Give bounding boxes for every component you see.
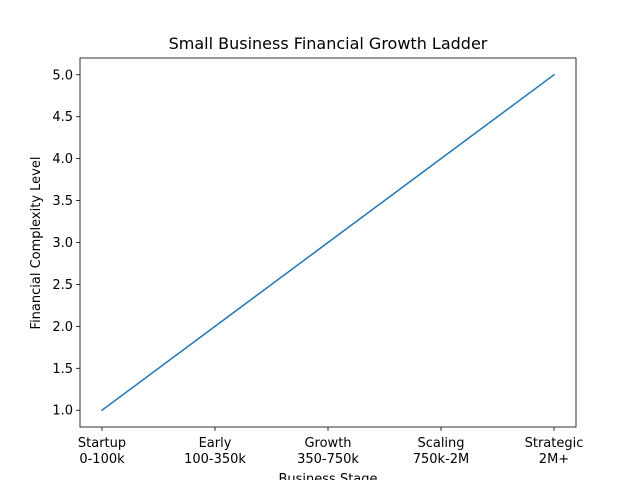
x-tick-label-line: 100-350k <box>184 452 246 467</box>
x-tick-label-line: Startup <box>78 436 126 451</box>
y-tick-label: 4.0 <box>52 152 73 167</box>
x-tick-label: Scaling 750k-2M <box>413 436 470 467</box>
y-tick-label: 5.0 <box>52 68 73 83</box>
x-tick-label-line: Early <box>199 436 232 451</box>
x-axis: Startup 0-100k Early 100-350k Growth 350-750k… <box>78 427 584 467</box>
x-tick-label: Startup 0-100k <box>78 436 126 467</box>
x-tick-label-line: Strategic <box>525 436 584 451</box>
y-tick-label: 4.5 <box>52 110 73 125</box>
x-axis-label: Business Stage <box>278 472 377 480</box>
chart-title: Small Business Financial Growth Ladder <box>169 34 488 53</box>
x-tick-label-line: Growth <box>304 436 351 451</box>
y-tick-label: 2.0 <box>52 320 73 335</box>
plot-area <box>79 57 577 428</box>
x-tick-label-line: Scaling <box>417 436 464 451</box>
series-line-0 <box>100 73 556 412</box>
y-tick-label: 1.5 <box>52 362 73 377</box>
x-tick-label: Growth 350-750k <box>297 436 359 467</box>
y-tick-label: 2.5 <box>52 278 73 293</box>
x-tick-label: Strategic 2M+ <box>525 436 584 467</box>
y-tick-label: 3.5 <box>52 194 73 209</box>
y-tick-label: 3.0 <box>52 236 73 251</box>
y-axis-label: Financial Complexity Level <box>29 157 44 330</box>
x-tick-label-line: 750k-2M <box>413 452 470 467</box>
y-axis: 1.0 1.5 2.0 2.5 3.0 3.5 4.0 4.5 5.0 <box>52 68 80 419</box>
y-tick-label: 1.0 <box>52 404 73 419</box>
x-tick-label: Early 100-350k <box>184 436 246 467</box>
x-tick-label-line: 0-100k <box>79 452 125 467</box>
x-tick-label-line: 350-750k <box>297 452 359 467</box>
x-tick-label-line: 2M+ <box>539 452 569 467</box>
